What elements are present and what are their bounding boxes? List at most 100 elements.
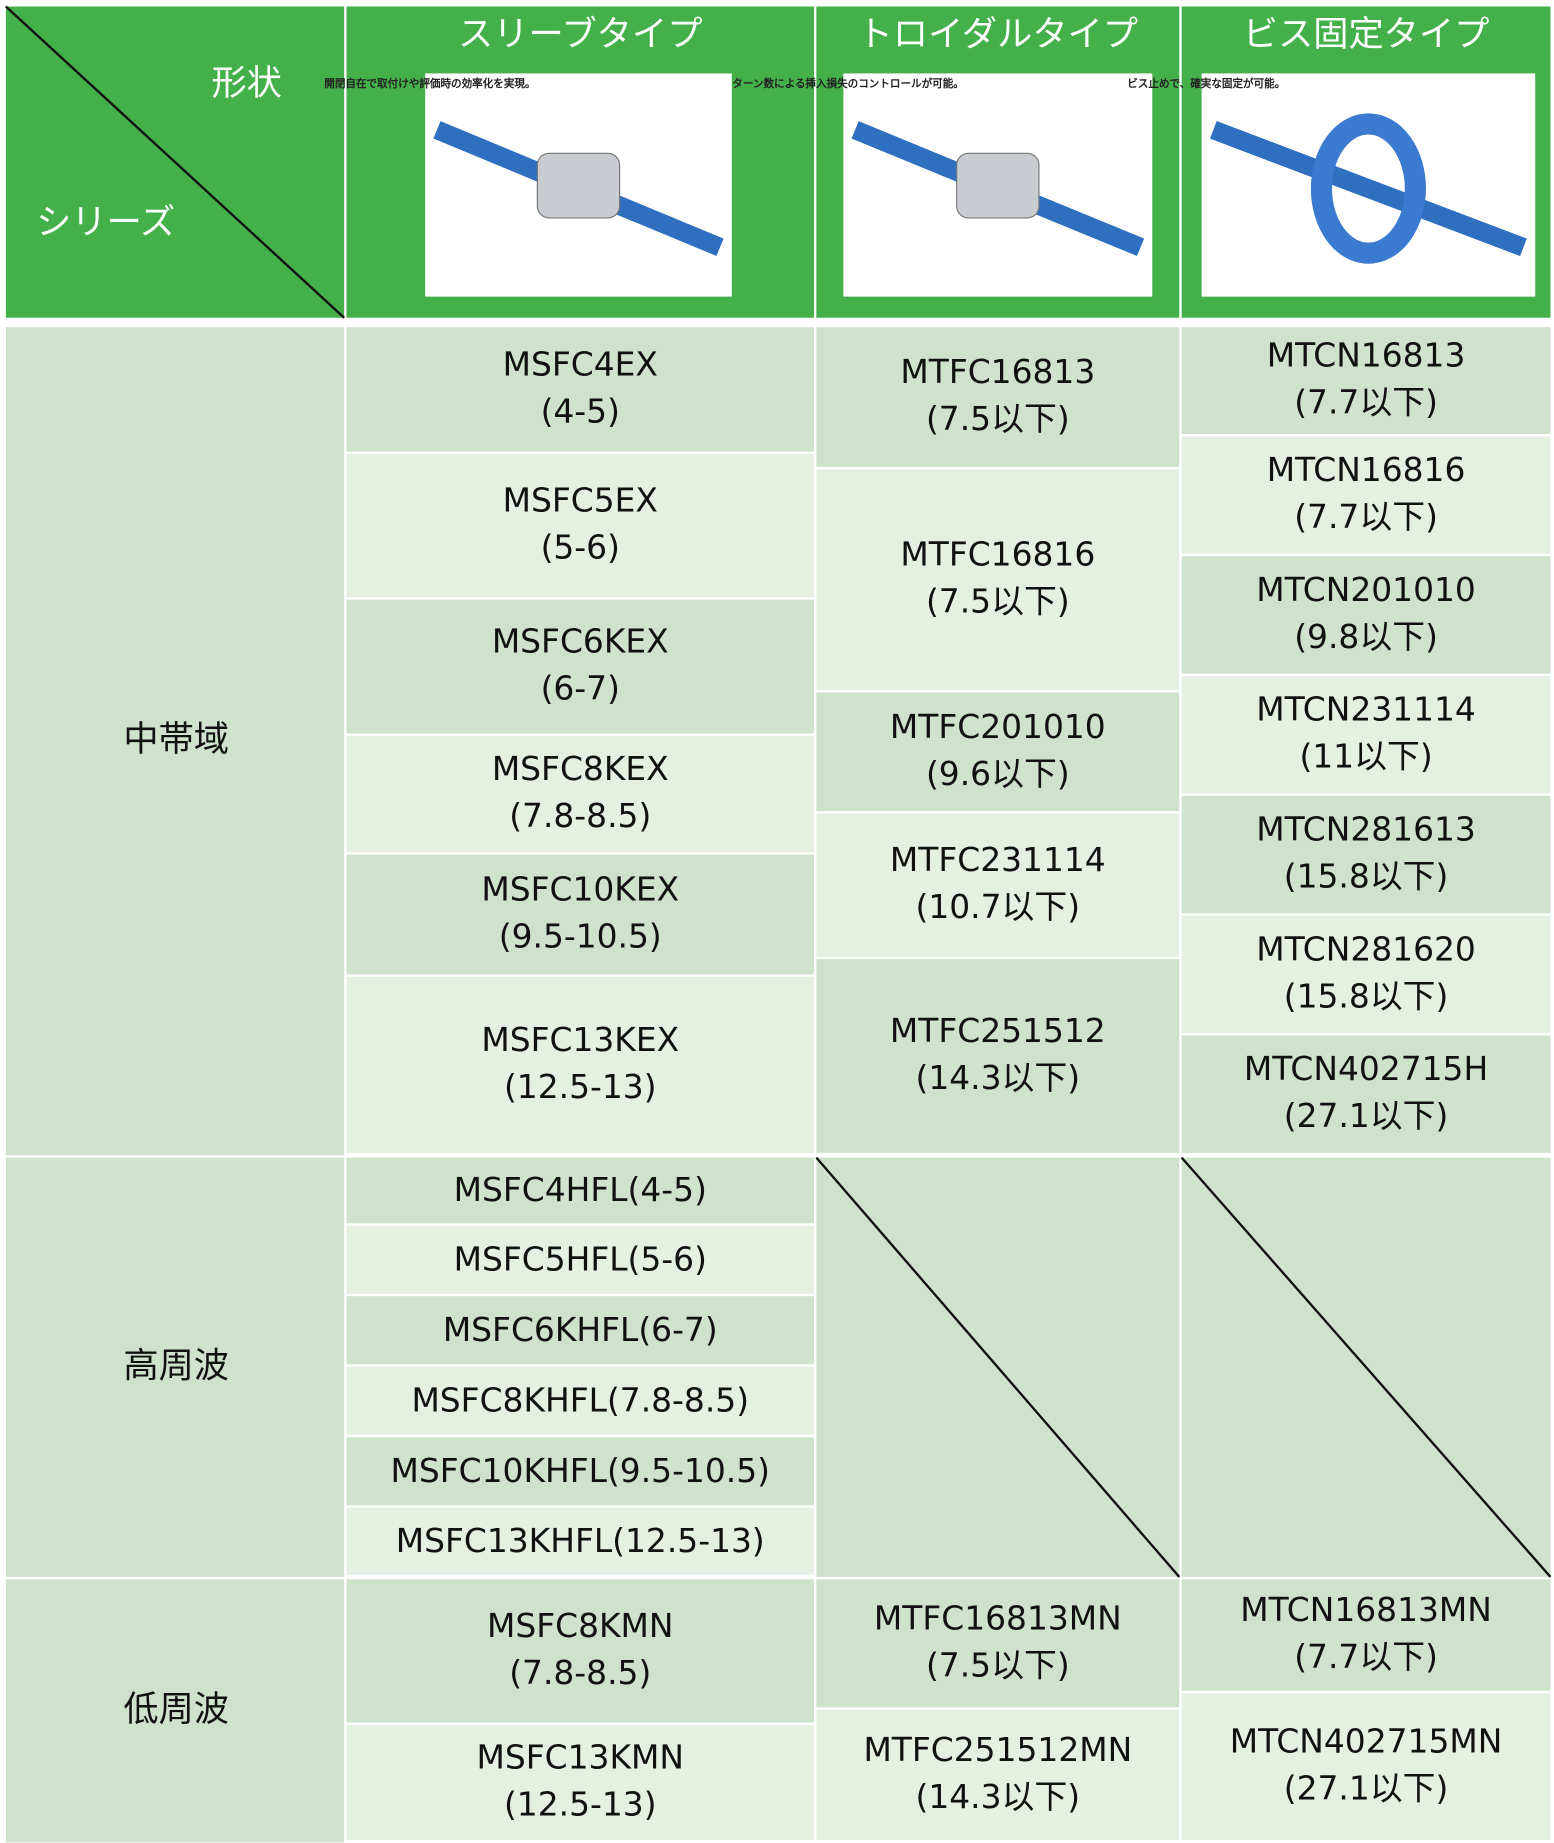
product-range: (4-5) [541,391,620,430]
product-cell [346,454,814,598]
product-name: MTCN16813 [1267,336,1466,375]
product-cell [346,1225,814,1294]
product-cell [346,1296,814,1365]
product-range: (7.8-8.5) [509,796,651,835]
group-label: 高周波 [123,1345,229,1386]
product-cell [816,327,1180,467]
product-name: MTFC16816 [900,535,1095,574]
product-name: MTCN281613 [1256,810,1476,849]
product-cell [346,1366,814,1435]
empty-diagonal [1180,1156,1552,1578]
product-cell [1181,1693,1551,1841]
product-name: MTFC16813MN [874,1598,1122,1637]
product-cell [816,1579,1180,1708]
product-cell [346,1437,814,1506]
product-name: MSFC8KEX [492,749,669,788]
product-name: MTCN16816 [1267,450,1466,489]
column-title: トロイダルタイプ [858,14,1138,55]
product-name: MTCN281620 [1256,929,1476,968]
product-name: MSFC10KHFL(9.5-10.5) [391,1451,770,1490]
product-name: MSFC6KEX [492,622,669,661]
product-range: (7.7以下) [1294,1637,1438,1676]
product-range: (7.7以下) [1294,497,1438,536]
product-range: (12.5-13) [504,1784,657,1823]
corner-diagonal [5,5,345,319]
corner-top: 形状 [211,63,281,104]
group-cell [5,1157,345,1577]
product-range: (7.5以下) [926,582,1070,621]
product-cell [816,469,1180,691]
product-range: (10.7以下) [916,887,1081,926]
product-name: MTCN402715H [1244,1049,1488,1088]
product-name: MSFC8KHFL(7.8-8.5) [411,1380,749,1419]
group-cell [5,327,345,1156]
product-name: MSFC13KMN [477,1737,684,1776]
product-cell [816,1709,1180,1841]
product-cell [1181,795,1551,914]
product-cell [816,959,1180,1153]
product-range: (9.6以下) [926,754,1070,793]
product-cell [346,976,814,1153]
product-range: (11以下) [1299,737,1432,776]
product-name: MSFC5EX [503,481,658,520]
product-name: MSFC4HFL(4-5) [454,1170,707,1209]
product-cell [346,735,814,853]
empty-diagonal [815,1156,1181,1578]
cable [1210,121,1527,257]
product-cell [1181,1035,1551,1153]
product-range: (7.7以下) [1294,383,1438,422]
product-range: (6-7) [541,669,620,708]
product-name: MTFC16813 [900,352,1095,391]
product-name: MTFC231114 [890,840,1106,879]
product-cell [346,1724,814,1841]
product-name: MTCN231114 [1256,690,1476,729]
product-range: (7.5以下) [926,1645,1070,1684]
product-cell [1181,676,1551,794]
product-range: (14.3以下) [916,1058,1081,1097]
product-cell [1181,1579,1551,1691]
product-cell [1181,915,1551,1034]
image-caption: ターン数による挿入損失のコントロールが可能。 [732,77,964,90]
product-name: MSFC8KMN [487,1606,674,1645]
product-range: (12.5-13) [504,1067,657,1106]
product-cell [1181,327,1551,435]
product-cell [346,1507,814,1575]
product-cell [346,854,814,975]
product-cell [1181,436,1551,554]
product-cell [816,692,1180,812]
product-name: MTCN402715MN [1230,1722,1503,1761]
column-title: スリーブタイプ [458,14,702,55]
product-range: (27.1以下) [1284,1096,1449,1135]
product-range: (9.8以下) [1294,617,1438,656]
product-name: MSFC6KHFL(6-7) [443,1310,718,1349]
product-range: (9.5-10.5) [499,916,662,955]
product-cell [816,813,1180,957]
product-range: (15.8以下) [1284,857,1449,896]
core [536,152,621,219]
column-title: ビス固定タイプ [1243,14,1490,55]
product-range: (14.3以下) [916,1777,1081,1816]
product-name: MTFC201010 [890,707,1106,746]
product-cell [346,327,814,452]
product-cell [1181,556,1551,674]
core [956,152,1040,219]
product-range: (5-6) [541,528,620,567]
product-cell [346,1579,814,1723]
product-name: MTFC251512MN [863,1730,1132,1769]
image-caption: 開閉自在で取付けや評価時の効率化を実現。 [324,77,535,90]
product-range: (7.8-8.5) [509,1653,651,1692]
product-name: MTCN201010 [1256,570,1476,609]
group-label: 中帯域 [123,719,229,760]
group-cell [5,1579,345,1843]
product-name: MSFC5HFL(5-6) [454,1239,707,1278]
product-name: MTCN16813MN [1240,1590,1492,1629]
product-name: MSFC13KHFL(12.5-13) [396,1521,765,1560]
image-caption: ビス止めで、確実な固定が可能。 [1127,77,1285,90]
product-cell [346,599,814,734]
product-range: (7.5以下) [926,399,1070,438]
product-name: MSFC4EX [503,344,658,383]
product-name: MTFC251512 [890,1011,1106,1050]
product-name: MSFC10KEX [481,869,679,908]
product-cell [346,1157,814,1224]
